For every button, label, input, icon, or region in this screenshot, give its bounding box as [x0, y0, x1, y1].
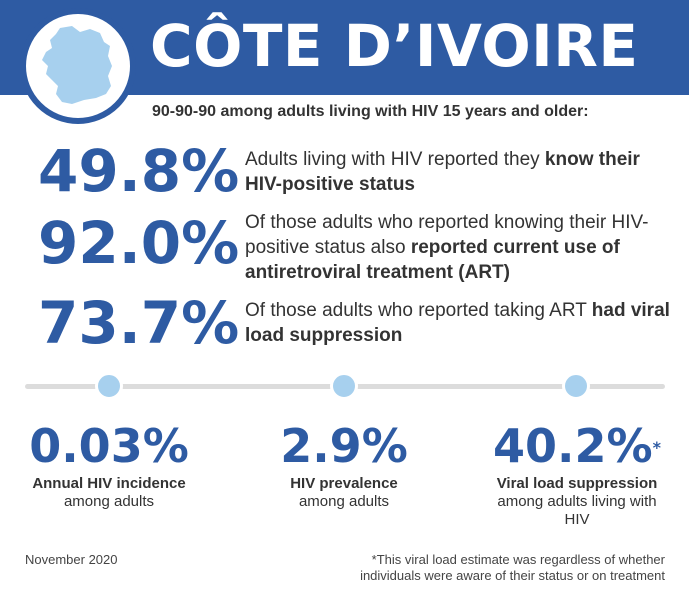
stat-value: 49.8% [38, 137, 240, 205]
bottom-stat-value: 0.03% [9, 420, 209, 472]
map-badge [20, 8, 136, 124]
country-title: CÔTE D’IVOIRE [150, 12, 639, 80]
stat-text: Adults living with HIV reported they [245, 149, 545, 170]
timeline-dot [95, 372, 123, 400]
stat-text-bold: know their HIV-positive status [245, 149, 640, 195]
footnote-line: *This viral load estimate was regardless… [371, 552, 665, 567]
bottom-stat-viral-suppression: 40.2%* Viral load suppression among adul… [477, 420, 677, 529]
bottom-stat-value: 2.9% [244, 420, 444, 472]
bottom-stat-label: Annual HIV incidence [32, 475, 186, 492]
bottom-value-text: 2.9% [280, 419, 408, 473]
subtitle: 90-90-90 among adults living with HIV 15… [152, 103, 589, 120]
footer-footnote: *This viral load estimate was regardless… [360, 552, 665, 584]
bottom-stat-incidence: 0.03% Annual HIV incidence among adults [9, 420, 209, 511]
bottom-stat-prevalence: 2.9% HIV prevalence among adults [244, 420, 444, 511]
footnote-line: individuals were aware of their status o… [360, 568, 665, 583]
stat-value: 73.7% [38, 289, 240, 357]
bottom-value-text: 0.03% [29, 419, 189, 473]
timeline-dot [330, 372, 358, 400]
stat-description: Of those adults who reported taking ART … [245, 298, 675, 348]
footer-date: November 2020 [25, 552, 118, 567]
bottom-stat-value: 40.2%* [477, 420, 677, 472]
bottom-stat-sub: among adults [63, 493, 155, 510]
stat-text-bold: reported current use of antiretroviral t… [245, 237, 620, 283]
bottom-stat-sub: among adults living with HIV [497, 493, 657, 528]
bottom-stat-label: Viral load suppression [496, 475, 658, 492]
bottom-stat-sub: among adults [298, 493, 390, 510]
timeline-dot [562, 372, 590, 400]
stat-description: Adults living with HIV reported they kno… [245, 147, 675, 197]
stat-text: Of those adults who reported taking ART [245, 300, 592, 321]
stat-description: Of those adults who reported knowing the… [245, 210, 675, 285]
bottom-stat-label: HIV prevalence [290, 475, 398, 492]
cote-divoire-map-icon [42, 26, 112, 104]
stat-value: 92.0% [38, 209, 240, 277]
footnote-mark: * [652, 438, 661, 457]
bottom-value-text: 40.2% [493, 419, 653, 473]
stat-text-bold: had viral load suppression [245, 300, 670, 346]
stat-text: Of those adults who reported knowing the… [245, 212, 649, 258]
